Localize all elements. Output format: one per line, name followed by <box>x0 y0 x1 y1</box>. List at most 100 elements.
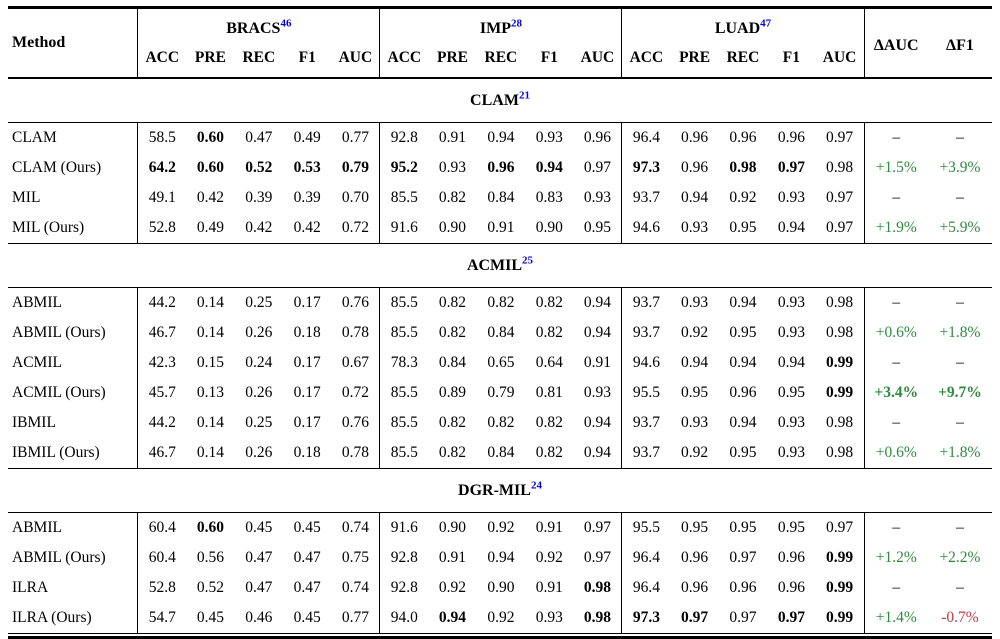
metric-cell: 0.47 <box>293 549 321 566</box>
method-name-cell: IBMIL (Ours) <box>8 438 139 469</box>
metric-cell: 0.97 <box>767 603 816 634</box>
metric-cell: 0.24 <box>245 354 273 371</box>
table-row: ABMIL (Ours) 60.4 0.56 0.47 0.47 0.75 92.8 0.91… <box>8 543 992 573</box>
metric-cell: 0.82 <box>438 294 467 311</box>
metric-cell: 78.3 <box>379 348 429 378</box>
metric-cell: 0.96 <box>729 384 757 401</box>
method-name-cell: ABMIL (Ours) <box>8 543 139 573</box>
method-name-cell: ABMIL <box>8 512 139 543</box>
delta-cell: – <box>863 408 928 438</box>
metric-header-imp-acc: ACC <box>379 43 429 79</box>
delta-cell: – <box>863 183 928 213</box>
metric-cell: 0.77 <box>331 603 380 634</box>
metric-header-luad-pre: PRE <box>670 43 719 79</box>
metric-cell: 85.5 <box>379 318 429 348</box>
metric-cell: 95.5 <box>621 512 671 543</box>
metric-cell: 0.91 <box>487 219 515 236</box>
metric-cell: 0.95 <box>777 519 805 536</box>
metric-cell: 0.82 <box>438 444 467 461</box>
metric-cell: 0.45 <box>186 603 235 634</box>
delta-cell: +1.9% <box>863 213 928 244</box>
method-name-cell: ABMIL (Ours) <box>8 318 139 348</box>
metric-cell: 0.45 <box>293 519 321 536</box>
delta-cell: – <box>956 294 964 311</box>
metric-cell: 0.42 <box>196 189 224 206</box>
method-name-cell: MIL (Ours) <box>8 213 139 244</box>
delta-cell: – <box>956 354 964 371</box>
citation-ref: 21 <box>518 89 530 102</box>
delta-cell: -0.7% <box>927 603 992 634</box>
metric-cell: 0.18 <box>293 324 321 341</box>
delta-cell: – <box>863 122 928 153</box>
metric-cell: 0.95 <box>777 384 805 401</box>
delta-cell: +1.8% <box>939 324 981 341</box>
metric-cell: 0.98 <box>826 324 854 341</box>
metric-cell: 0.94 <box>777 354 805 371</box>
metric-cell: 0.97 <box>718 603 768 634</box>
metric-cell: 92.8 <box>379 122 429 153</box>
metric-cell: 0.14 <box>196 324 224 341</box>
delta-cell: – <box>863 573 928 603</box>
delta-cell: +1.2% <box>863 543 928 573</box>
metric-cell: 0.65 <box>487 354 515 371</box>
metric-cell: 0.82 <box>535 414 563 431</box>
metric-cell: 0.94 <box>729 414 757 431</box>
metric-cell: 0.98 <box>583 579 612 596</box>
metric-cell: 0.93 <box>777 189 805 206</box>
metric-cell: 0.95 <box>681 384 709 401</box>
metric-cell: 93.7 <box>621 318 671 348</box>
delta-column-header: ΔAUC <box>863 9 928 79</box>
metric-cell: 0.94 <box>428 603 477 634</box>
metric-cell: 0.46 <box>234 603 284 634</box>
metric-cell: 0.96 <box>729 579 757 596</box>
metric-cell: 0.93 <box>525 603 574 634</box>
delta-cell: – <box>956 129 964 146</box>
metric-header-imp-rec: REC <box>476 43 526 79</box>
metric-cell: 0.84 <box>438 354 467 371</box>
metric-cell: 0.90 <box>535 219 563 236</box>
metric-cell: 0.97 <box>826 189 854 206</box>
metric-cell: 95.5 <box>621 378 671 408</box>
metric-cell: 0.84 <box>487 324 515 341</box>
metric-cell: 0.92 <box>681 444 709 461</box>
metric-cell: 0.82 <box>438 324 467 341</box>
metric-cell: 0.91 <box>535 519 563 536</box>
method-name-cell: ILRA (Ours) <box>8 603 139 634</box>
metric-header-bracs-auc: AUC <box>331 43 380 79</box>
metric-cell: 0.96 <box>681 549 709 566</box>
metric-cell: 0.97 <box>777 159 805 176</box>
metric-cell: 92.8 <box>379 543 429 573</box>
metric-cell: 0.90 <box>438 219 467 236</box>
metric-cell: 0.99 <box>826 549 854 566</box>
metric-cell: 91.6 <box>379 213 429 244</box>
metric-cell: 0.94 <box>681 354 709 371</box>
metric-cell: 0.70 <box>341 189 369 206</box>
metric-cell: 0.95 <box>729 219 757 236</box>
method-name-cell: ACMIL (Ours) <box>8 378 139 408</box>
dataset-name: IMP <box>479 20 511 37</box>
delta-cell: – <box>863 348 928 378</box>
table-row: ABMIL 60.4 0.60 0.45 0.45 0.74 91.6 0.90 0.92 0.9… <box>8 512 992 543</box>
metric-cell: 0.14 <box>196 444 224 461</box>
metric-cell: 0.91 <box>438 549 467 566</box>
metric-cell: 0.39 <box>245 189 273 206</box>
metric-cell: 0.89 <box>438 384 467 401</box>
metric-cell: 0.14 <box>196 414 224 431</box>
metric-cell: 0.96 <box>681 579 709 596</box>
metric-header-bracs-pre: PRE <box>186 43 235 79</box>
metric-cell: 0.92 <box>476 603 526 634</box>
delta-cell: +2.2% <box>939 549 981 566</box>
metric-cell: 64.2 <box>137 153 187 183</box>
dataset-group-header-imp: IMP28 <box>379 9 622 43</box>
table-row: ACMIL 42.3 0.15 0.24 0.17 0.67 78.3 0.84 0.65 0.6… <box>8 348 992 378</box>
metric-header-bracs-acc: ACC <box>137 43 187 79</box>
metric-cell: 0.99 <box>826 579 854 596</box>
metric-header-luad-f1: F1 <box>767 43 816 79</box>
metric-cell: 96.4 <box>621 573 671 603</box>
metric-cell: 0.82 <box>535 324 563 341</box>
citation-ref: 25 <box>522 254 534 267</box>
metric-cell: 0.25 <box>245 294 273 311</box>
metric-cell: 93.7 <box>621 408 671 438</box>
method-name-cell: IBMIL <box>8 408 139 438</box>
metric-cell: 44.2 <box>137 408 187 438</box>
